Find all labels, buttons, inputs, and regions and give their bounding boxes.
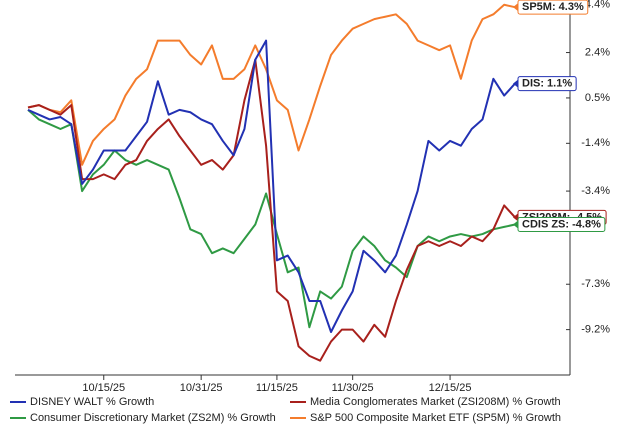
end-label-pointer — [513, 79, 518, 88]
end-label-pointer — [513, 3, 518, 12]
series-line — [27, 3, 516, 166]
y-tick-label: -3.4% — [581, 185, 610, 197]
legend-label: Consumer Discretionary Market (ZS2M) % G… — [30, 412, 276, 424]
legend-label: DISNEY WALT % Growth — [30, 396, 154, 408]
y-tick-label: 0.5% — [585, 92, 610, 104]
x-tick-label: 10/15/25 — [82, 382, 125, 394]
end-label-text: SP5M: 4.3% — [522, 1, 584, 13]
y-tick-label: -1.4% — [581, 137, 610, 149]
end-label-text: CDIS ZS: -4.8% — [522, 218, 601, 230]
end-label-text: DIS: 1.1% — [522, 78, 572, 90]
end-label-pointer — [513, 220, 518, 229]
y-tick-label: 4.4% — [585, 0, 610, 11]
series-line — [27, 39, 516, 334]
legend-label: Media Conglomerates Market (ZSI208M) % G… — [310, 396, 561, 408]
x-tick-label: 11/30/25 — [332, 382, 374, 394]
series-line — [27, 58, 516, 362]
x-tick-label: 11/15/25 — [256, 382, 298, 394]
x-tick-label: 12/15/25 — [429, 382, 472, 394]
x-tick-label: 10/31/25 — [180, 382, 223, 394]
legend-label: S&P 500 Composite Market ETF (SP5M) % Gr… — [310, 412, 561, 424]
y-tick-label: -7.3% — [581, 278, 610, 290]
end-label-pointer — [513, 213, 518, 222]
y-tick-label: -9.2% — [581, 324, 610, 336]
y-tick-label: 2.4% — [585, 46, 610, 58]
